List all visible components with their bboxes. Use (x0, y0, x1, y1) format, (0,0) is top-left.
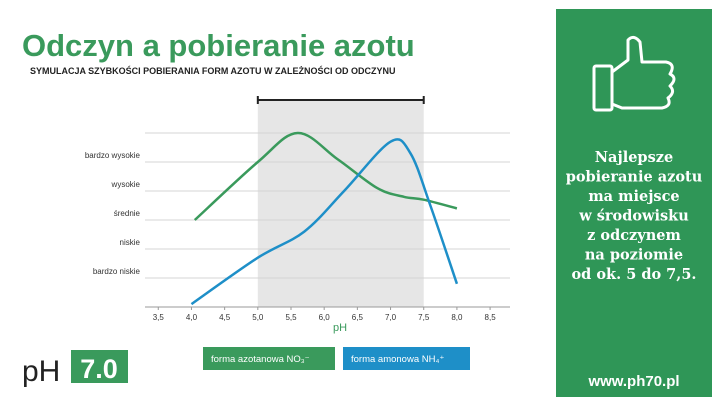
legend-label: forma azotanowa NO₃⁻ (211, 354, 310, 365)
panel-text-line: z odczynem (587, 227, 681, 244)
panel-text-line: od ok. 5 do 7,5. (572, 266, 697, 283)
optimum-bracket (256, 96, 425, 104)
x-tick-label: 6,0 (319, 313, 331, 322)
y-tick-label: średnie (114, 209, 141, 218)
chart-title: Odczyn a pobieranie azotu (22, 28, 415, 63)
legend-label: forma amonowa NH₄⁺ (351, 354, 444, 365)
panel-text-line: Najlepsze (595, 149, 673, 166)
x-tick-label: 6,5 (352, 313, 364, 322)
panel-text-line: ma miejsce (588, 188, 679, 205)
x-axis-label: pH (333, 322, 347, 334)
y-tick-label: niskie (120, 238, 141, 247)
panel-text-line: na poziomie (585, 247, 683, 264)
series-line (193, 131, 458, 221)
series-line (190, 138, 459, 306)
side-panel (556, 9, 712, 397)
x-tick-label: 5,0 (252, 313, 264, 322)
optimum-band (257, 100, 424, 307)
legend-swatch (203, 347, 335, 370)
logo-ph: pH (22, 355, 60, 388)
website-url: www.ph70.pl (587, 373, 679, 390)
logo-number: 7.0 (80, 354, 118, 384)
y-tick-label: bardzo wysokie (85, 151, 141, 160)
y-tick-label: wysokie (111, 180, 141, 189)
x-tick-label: 4,5 (219, 313, 231, 322)
x-tick-label: 5,5 (285, 313, 297, 322)
x-tick-label: 8,0 (451, 313, 463, 322)
chart-subtitle: SYMULACJA SZYBKOŚCI POBIERANIA FORM AZOT… (30, 65, 396, 76)
panel-text-line: w środowisku (578, 208, 689, 225)
x-tick-label: 7,5 (418, 313, 430, 322)
logo-box (71, 350, 128, 383)
legend-swatch (343, 347, 470, 370)
x-tick-label: 4,0 (186, 313, 198, 322)
x-tick-label: 3,5 (153, 313, 165, 322)
x-tick-label: 7,0 (385, 313, 397, 322)
thumbs-up-icon (592, 35, 676, 112)
panel-text-line: pobieranie azotu (566, 169, 703, 186)
y-tick-label: bardzo niskie (93, 267, 141, 276)
x-tick-label: 8,5 (485, 313, 497, 322)
